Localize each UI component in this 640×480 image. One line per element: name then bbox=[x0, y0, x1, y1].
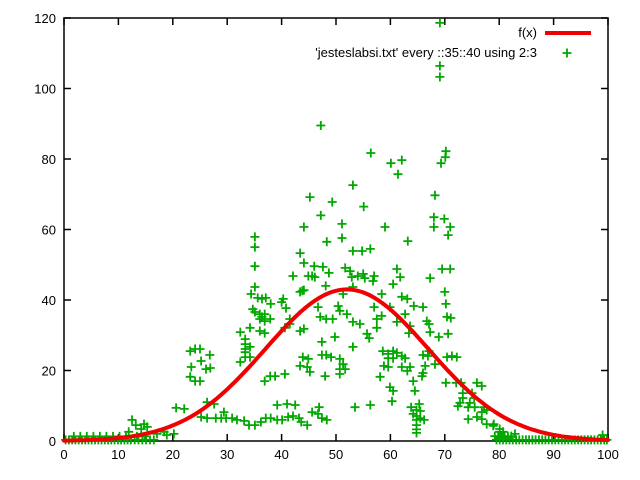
x-tick-label: 50 bbox=[329, 447, 343, 462]
legend-label-fx: f(x) bbox=[518, 25, 537, 40]
legend: f(x) 'jesteslabsi.txt' every ::35::40 us… bbox=[315, 25, 591, 60]
x-tick-label: 20 bbox=[166, 447, 180, 462]
y-tick-label: 0 bbox=[49, 434, 56, 449]
x-tick-label: 0 bbox=[60, 447, 67, 462]
legend-sample-plus-icon bbox=[562, 48, 572, 58]
function-curve bbox=[62, 287, 610, 443]
x-tick-label: 40 bbox=[274, 447, 288, 462]
y-tick-label: 120 bbox=[34, 11, 56, 26]
legend-label-datafile: 'jesteslabsi.txt' every ::35::40 using 2… bbox=[315, 45, 537, 60]
axis-ticks bbox=[63, 17, 609, 442]
plot-border bbox=[63, 17, 609, 442]
y-tick-label: 40 bbox=[42, 293, 56, 308]
x-tick-label: 10 bbox=[111, 447, 125, 462]
y-tick-label: 100 bbox=[34, 82, 56, 97]
x-tick-label: 80 bbox=[492, 447, 506, 462]
y-tick-label: 60 bbox=[42, 223, 56, 238]
function-curve-series bbox=[62, 287, 610, 443]
x-tick-label: 60 bbox=[383, 447, 397, 462]
y-tick-label: 20 bbox=[42, 364, 56, 379]
scatter-series bbox=[61, 18, 612, 445]
axis-tick-labels: 0 10 20 30 40 50 60 70 80 90 100 0 20 40 60 80 100 120 bbox=[34, 11, 619, 462]
x-tick-label: 100 bbox=[597, 447, 619, 462]
x-tick-label: 70 bbox=[438, 447, 452, 462]
y-tick-label: 80 bbox=[42, 152, 56, 167]
x-tick-label: 90 bbox=[546, 447, 560, 462]
scatter-points bbox=[61, 18, 612, 445]
x-tick-label: 30 bbox=[220, 447, 234, 462]
